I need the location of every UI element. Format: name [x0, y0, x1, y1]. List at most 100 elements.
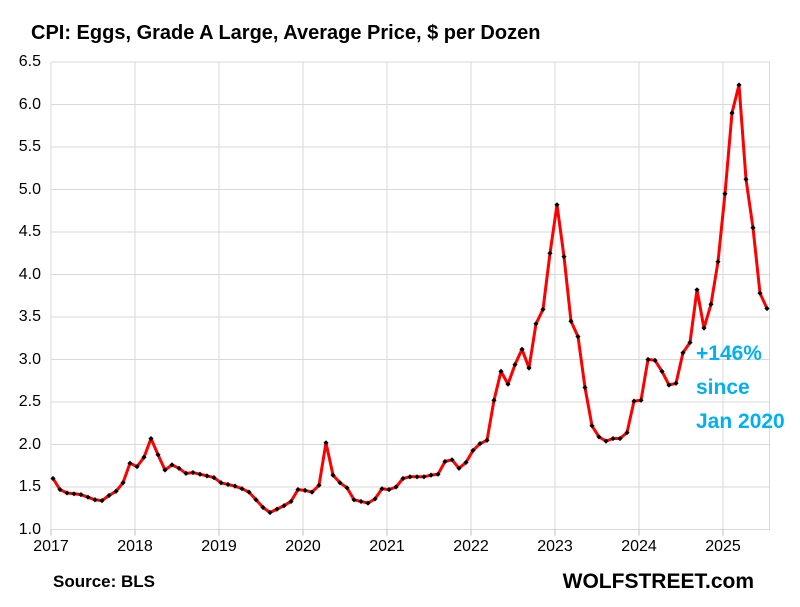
y-tick-label: 6.5 [18, 53, 41, 70]
annotation-line-2: since [696, 376, 750, 399]
data-point-marker [358, 498, 364, 505]
y-tick-label: 1.0 [18, 520, 41, 538]
annotation-pct-change: +146% since Jan 2020 [696, 337, 785, 439]
data-point-marker [372, 496, 378, 502]
data-point-marker [246, 489, 252, 495]
data-point-marker [99, 498, 105, 504]
data-point-marker [610, 435, 616, 442]
data-point-marker [526, 365, 532, 371]
y-tick-label: 2.0 [18, 435, 41, 453]
annotation-line-1: +146% [696, 342, 762, 365]
annotation-line-3: Jan 2020 [696, 410, 785, 433]
data-point-marker [190, 469, 196, 476]
data-point-marker [435, 471, 441, 477]
data-point-marker [162, 467, 168, 473]
data-point-marker [148, 435, 154, 442]
x-tick-label: 2019 [201, 538, 237, 555]
data-point-marker [449, 457, 455, 463]
data-point-marker [267, 509, 273, 516]
data-point-marker [50, 475, 56, 482]
data-point-marker [393, 484, 399, 490]
data-point-marker [365, 500, 371, 506]
data-point-marker [204, 473, 210, 479]
data-point-marker [694, 287, 700, 293]
x-tick-label: 2024 [621, 538, 657, 555]
y-tick-label: 4.5 [18, 223, 41, 240]
data-point-marker [477, 441, 483, 447]
data-point-marker [218, 480, 224, 486]
data-point-marker [323, 440, 329, 446]
data-point-marker [659, 368, 665, 374]
y-tick-label: 3.5 [18, 308, 41, 325]
data-point-marker [687, 339, 693, 346]
data-point-marker [533, 321, 539, 327]
data-point-marker [701, 325, 707, 331]
data-point-marker [638, 397, 644, 403]
data-point-marker [295, 486, 301, 493]
data-point-marker [631, 398, 637, 404]
x-tick-label: 2017 [33, 538, 69, 555]
data-point-marker [708, 301, 714, 307]
data-point-marker [470, 447, 476, 454]
x-tick-label: 2025 [705, 538, 741, 555]
chart-title: CPI: Eggs, Grade A Large, Average Price,… [31, 22, 541, 44]
data-point-marker [715, 259, 721, 265]
data-point-marker [484, 437, 490, 443]
x-tick-label: 2021 [369, 538, 405, 555]
data-point-marker [645, 356, 651, 363]
data-point-marker [617, 435, 623, 442]
data-point-marker [442, 458, 448, 465]
data-point-marker [554, 202, 560, 208]
data-point-marker [92, 497, 98, 503]
data-point-marker [652, 357, 658, 363]
data-point-marker [274, 506, 280, 512]
data-point-marker [743, 176, 749, 182]
data-point-marker [71, 491, 77, 497]
data-point-marker [547, 250, 553, 256]
data-point-marker [253, 497, 259, 503]
data-point-marker [309, 489, 315, 495]
data-point-marker [379, 486, 385, 492]
data-point-marker [351, 497, 357, 503]
data-point-marker [260, 504, 266, 510]
branding-label: WOLFSTREET.com [562, 570, 754, 593]
data-point-marker [561, 254, 567, 260]
data-point-marker [183, 470, 189, 476]
price-line [51, 83, 769, 514]
data-point-marker [421, 474, 427, 480]
data-point-marker [155, 452, 161, 458]
data-point-marker [344, 485, 350, 491]
y-tick-label: 6.0 [18, 95, 41, 113]
y-tick-label: 3.0 [18, 350, 41, 368]
data-point-marker [575, 333, 581, 340]
data-point-marker [505, 381, 511, 387]
data-point-marker [596, 434, 602, 440]
data-point-marker [211, 475, 217, 481]
data-point-marker [141, 454, 147, 460]
data-point-marker [666, 382, 672, 388]
data-point-marker [582, 384, 588, 391]
data-point-marker [78, 492, 84, 498]
data-point-marker [407, 474, 413, 480]
data-point-marker [414, 474, 420, 480]
data-point-marker [57, 486, 63, 493]
y-tick-label: 5.0 [18, 180, 41, 198]
data-point-marker [330, 472, 336, 478]
data-point-marker [120, 480, 126, 486]
data-point-marker [750, 225, 756, 231]
data-point-marker [498, 368, 504, 374]
data-point-marker [176, 465, 182, 471]
data-point-marker [113, 488, 119, 494]
data-point-marker [106, 492, 112, 499]
data-point-marker [134, 464, 140, 470]
data-point-marker [239, 486, 245, 492]
y-tick-label: 4.0 [18, 265, 41, 283]
data-point-marker [764, 305, 770, 312]
data-point-marker [428, 472, 434, 478]
data-point-marker [337, 480, 343, 486]
data-point-marker [519, 346, 525, 352]
data-point-marker [736, 82, 742, 88]
data-point-marker [757, 290, 763, 296]
data-point-marker [512, 362, 518, 368]
